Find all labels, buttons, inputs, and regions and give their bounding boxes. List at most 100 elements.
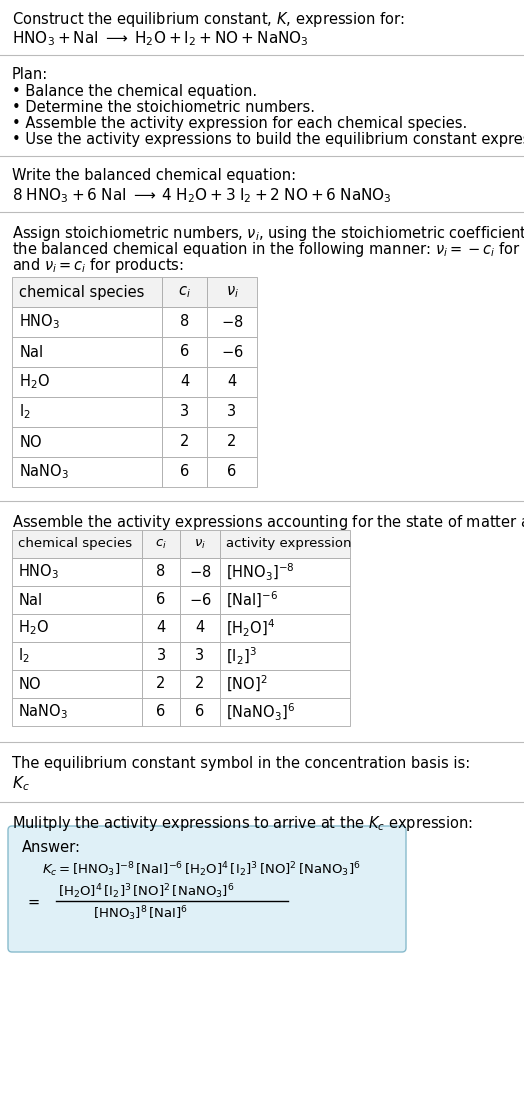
Bar	[207, 397, 257, 427]
Text: $\mathrm{I_2}$: $\mathrm{I_2}$	[18, 646, 30, 665]
Text: $K_c = [\mathrm{HNO_3}]^{-8}\,[\mathrm{NaI}]^{-6}\,[\mathrm{H_2O}]^{4}\,[\mathrm: $K_c = [\mathrm{HNO_3}]^{-8}\,[\mathrm{N…	[42, 860, 361, 879]
Text: 6: 6	[180, 344, 189, 360]
Bar	[220, 670, 350, 699]
Text: $-8$: $-8$	[221, 314, 243, 330]
Text: 2: 2	[195, 676, 205, 692]
Text: $\mathrm{NO}$: $\mathrm{NO}$	[18, 676, 42, 692]
Text: $[\mathrm{H_2O}]^{4}$: $[\mathrm{H_2O}]^{4}$	[226, 618, 275, 639]
Text: 6: 6	[195, 704, 205, 720]
Bar	[180, 670, 220, 699]
Text: chemical species: chemical species	[18, 538, 132, 550]
Text: $\mathrm{NaI}$: $\mathrm{NaI}$	[19, 344, 43, 360]
Text: $\mathrm{H_2O}$: $\mathrm{H_2O}$	[18, 619, 49, 638]
Text: 6: 6	[180, 465, 189, 479]
Text: Assemble the activity expressions accounting for the state of matter and $\nu_i$: Assemble the activity expressions accoun…	[12, 513, 524, 532]
Text: $[\mathrm{H_2O}]^{4}\,[\mathrm{I_2}]^{3}\,[\mathrm{NO}]^{2}\,[\mathrm{NaNO_3}]^{: $[\mathrm{H_2O}]^{4}\,[\mathrm{I_2}]^{3}…	[58, 882, 234, 901]
Bar	[12, 397, 162, 427]
Text: 8: 8	[156, 565, 166, 579]
Text: $\mathrm{NaI}$: $\mathrm{NaI}$	[18, 592, 42, 608]
Text: $\mathrm{H_2O}$: $\mathrm{H_2O}$	[19, 373, 50, 392]
Bar	[180, 699, 220, 726]
Text: 2: 2	[156, 676, 166, 692]
Text: 4: 4	[227, 374, 237, 390]
Text: 3: 3	[157, 649, 166, 663]
Text: $[\mathrm{NaI}]^{-6}$: $[\mathrm{NaI}]^{-6}$	[226, 590, 278, 610]
Text: $\mathrm{HNO_3 + NaI \;\longrightarrow\; H_2O + I_2 + NO + NaNO_3}$: $\mathrm{HNO_3 + NaI \;\longrightarrow\;…	[12, 29, 309, 48]
Text: chemical species: chemical species	[19, 284, 145, 300]
Bar	[12, 277, 162, 307]
Text: activity expression: activity expression	[226, 538, 352, 550]
Bar	[180, 586, 220, 614]
Text: $-8$: $-8$	[189, 563, 211, 580]
Bar	[12, 642, 142, 670]
Bar	[220, 642, 350, 670]
Bar	[12, 307, 162, 337]
Text: $\mathrm{NaNO_3}$: $\mathrm{NaNO_3}$	[18, 703, 68, 722]
Bar	[12, 699, 142, 726]
Bar	[162, 277, 207, 307]
Bar	[142, 699, 180, 726]
Text: 2: 2	[227, 435, 237, 449]
Text: 4: 4	[195, 621, 205, 635]
Text: • Use the activity expressions to build the equilibrium constant expression.: • Use the activity expressions to build …	[12, 132, 524, 147]
Text: $c_i$: $c_i$	[178, 284, 191, 300]
Bar	[220, 699, 350, 726]
Bar	[162, 368, 207, 397]
Text: $\nu_i$: $\nu_i$	[194, 538, 206, 550]
Text: the balanced chemical equation in the following manner: $\nu_i = -c_i$ for react: the balanced chemical equation in the fo…	[12, 240, 524, 259]
Text: 4: 4	[180, 374, 189, 390]
Text: $[\mathrm{HNO_3}]^{8}\,[\mathrm{NaI}]^{6}$: $[\mathrm{HNO_3}]^{8}\,[\mathrm{NaI}]^{6…	[93, 904, 188, 923]
Bar	[180, 558, 220, 586]
Text: Plan:: Plan:	[12, 68, 48, 82]
Bar	[12, 586, 142, 614]
Bar	[180, 614, 220, 642]
Bar	[162, 427, 207, 457]
Text: $[\mathrm{NO}]^{2}$: $[\mathrm{NO}]^{2}$	[226, 674, 267, 694]
Bar	[142, 586, 180, 614]
Text: 3: 3	[227, 404, 236, 420]
Text: $[\mathrm{HNO_3}]^{-8}$: $[\mathrm{HNO_3}]^{-8}$	[226, 561, 294, 582]
Bar	[12, 457, 162, 487]
Bar	[220, 614, 350, 642]
FancyBboxPatch shape	[8, 826, 406, 952]
Bar	[180, 642, 220, 670]
Bar	[207, 307, 257, 337]
Text: $=$: $=$	[25, 893, 40, 909]
Text: 6: 6	[156, 592, 166, 608]
Text: $\mathrm{8\; HNO_3 + 6\; NaI \;\longrightarrow\; 4\; H_2O + 3\; I_2 + 2\; NO + 6: $\mathrm{8\; HNO_3 + 6\; NaI \;\longrigh…	[12, 186, 392, 205]
Text: 6: 6	[227, 465, 237, 479]
Bar	[162, 457, 207, 487]
Text: 6: 6	[156, 704, 166, 720]
Bar	[12, 427, 162, 457]
Text: Write the balanced chemical equation:: Write the balanced chemical equation:	[12, 168, 296, 183]
Bar	[207, 427, 257, 457]
Bar	[142, 558, 180, 586]
Bar	[207, 457, 257, 487]
Bar	[220, 558, 350, 586]
Bar	[207, 368, 257, 397]
Text: • Determine the stoichiometric numbers.: • Determine the stoichiometric numbers.	[12, 100, 315, 115]
Bar	[180, 530, 220, 558]
Text: 3: 3	[195, 649, 204, 663]
Bar	[12, 368, 162, 397]
Text: $-6$: $-6$	[189, 592, 211, 608]
Text: Construct the equilibrium constant, $K$, expression for:: Construct the equilibrium constant, $K$,…	[12, 10, 405, 29]
Text: $-6$: $-6$	[221, 344, 243, 360]
Text: 8: 8	[180, 314, 189, 330]
Bar	[220, 586, 350, 614]
Text: $\mathrm{NO}$: $\mathrm{NO}$	[19, 434, 42, 451]
Text: 3: 3	[180, 404, 189, 420]
Bar	[162, 307, 207, 337]
Bar	[12, 337, 162, 368]
Text: • Balance the chemical equation.: • Balance the chemical equation.	[12, 84, 257, 99]
Bar	[142, 614, 180, 642]
Bar	[162, 397, 207, 427]
Text: $\mathrm{I_2}$: $\mathrm{I_2}$	[19, 403, 31, 422]
Text: $[\mathrm{NaNO_3}]^{6}$: $[\mathrm{NaNO_3}]^{6}$	[226, 702, 295, 723]
Bar	[12, 614, 142, 642]
Bar	[12, 530, 142, 558]
Text: 2: 2	[180, 435, 189, 449]
Bar	[162, 337, 207, 368]
Bar	[142, 530, 180, 558]
Text: $\nu_i$: $\nu_i$	[225, 284, 238, 300]
